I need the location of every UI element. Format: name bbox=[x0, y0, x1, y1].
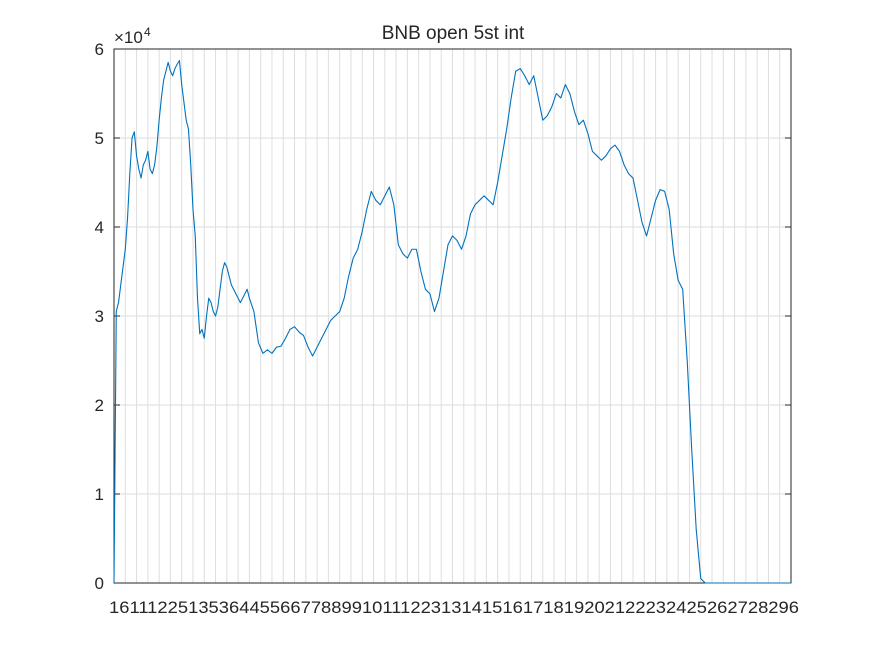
series-layer bbox=[113, 60, 791, 584]
chart-title: BNB open 5st int bbox=[382, 23, 525, 44]
grid-layer bbox=[114, 49, 791, 583]
y-tick-label: 2 bbox=[95, 396, 104, 415]
series-line bbox=[113, 60, 791, 584]
x-tick-labels: 1611122513536445566778899101112231314151… bbox=[109, 598, 799, 617]
y-tick-label: 0 bbox=[95, 574, 104, 593]
y-tick-label: 4 bbox=[95, 218, 104, 237]
y-tick-label: 3 bbox=[95, 307, 104, 326]
y-exponent-power: 4 bbox=[144, 25, 151, 39]
y-exponent-label: ×10 4 bbox=[114, 25, 151, 47]
y-exponent-base: ×10 bbox=[114, 28, 143, 47]
y-tick-label: 5 bbox=[95, 129, 104, 148]
y-tick-label: 6 bbox=[95, 40, 104, 59]
y-tick-label: 1 bbox=[95, 485, 104, 504]
